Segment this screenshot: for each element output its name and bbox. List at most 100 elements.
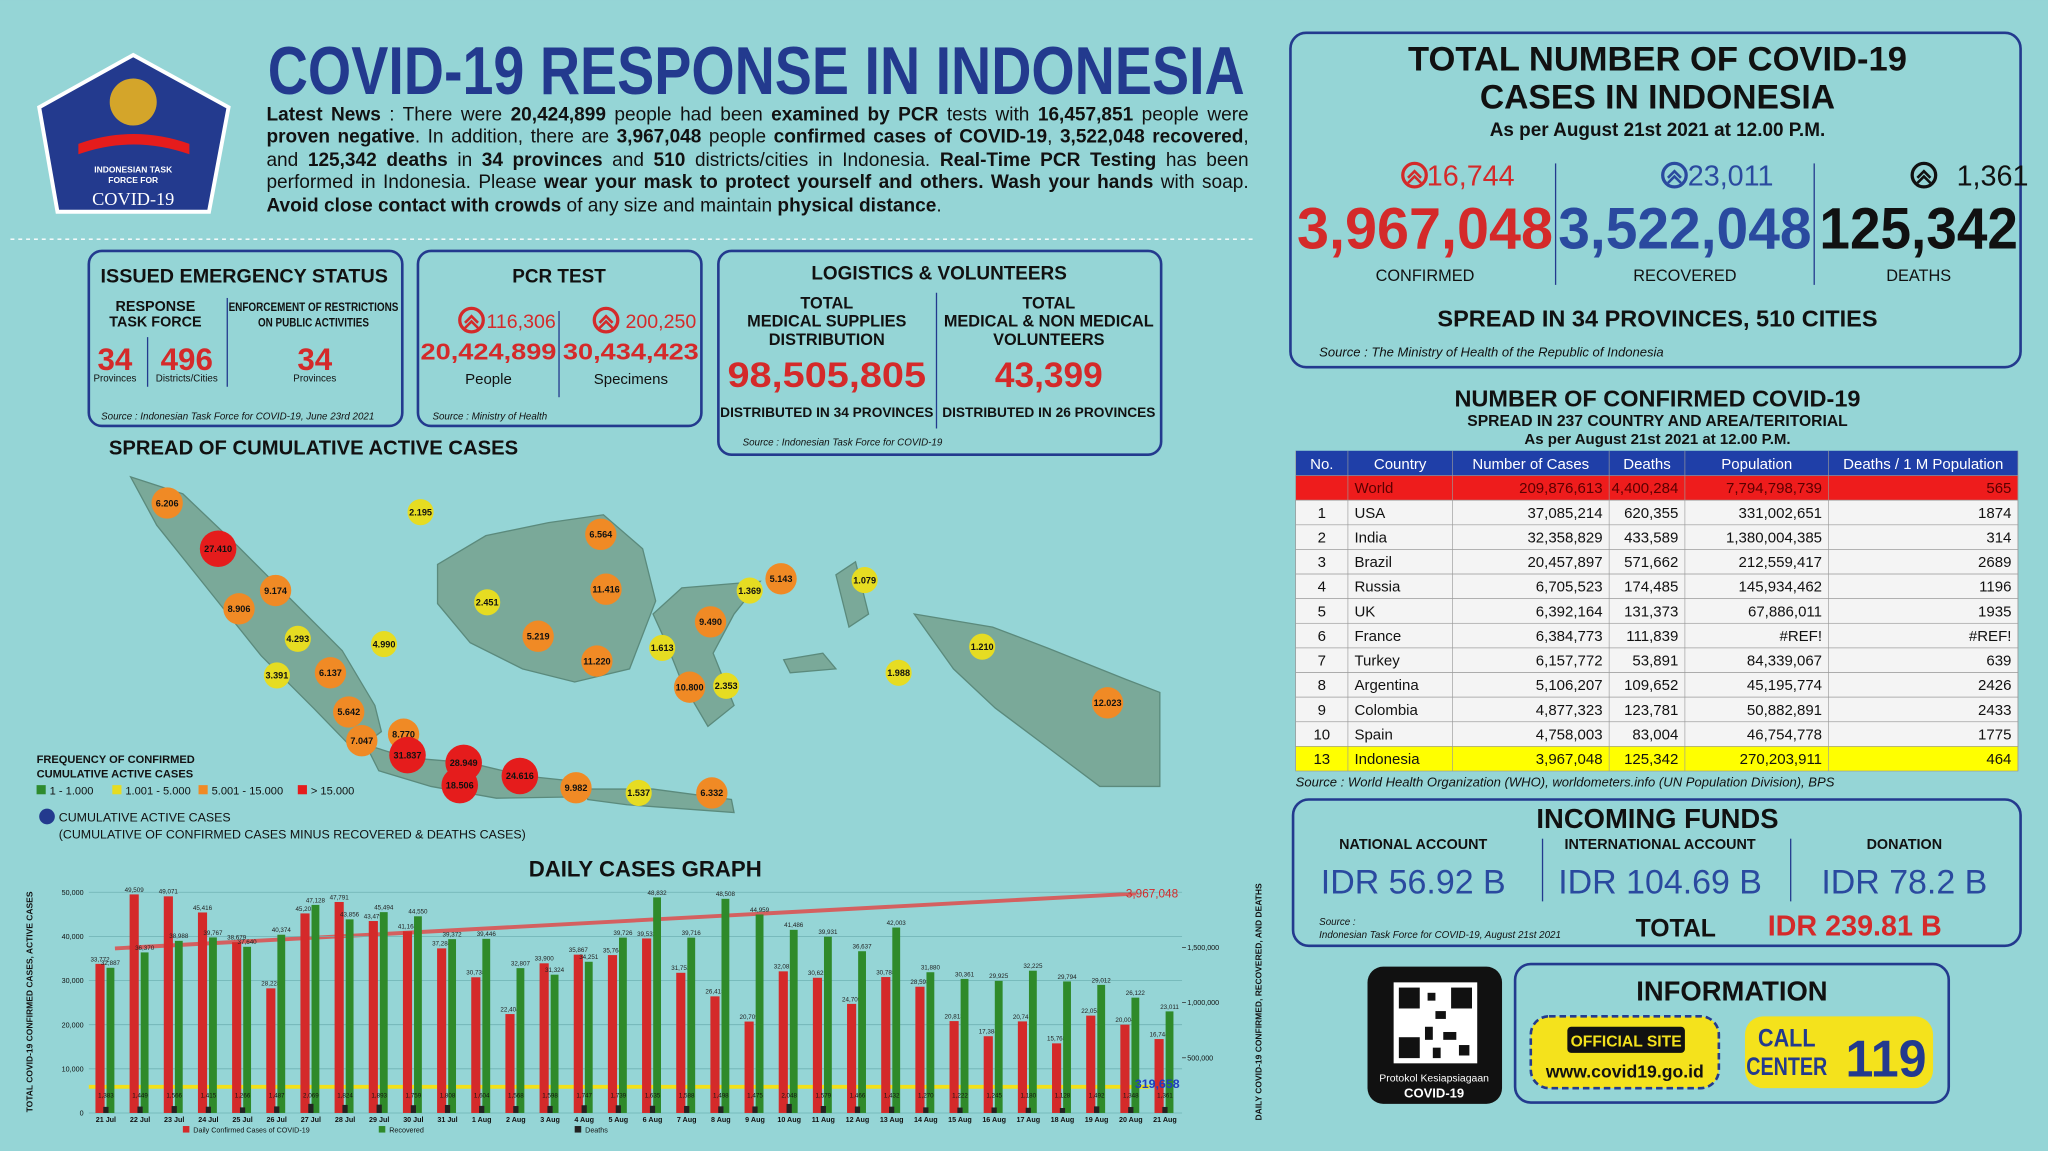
label: OFFICIAL SITE bbox=[1571, 1033, 1682, 1050]
label: People bbox=[465, 371, 512, 388]
y-tick-label: 50,000 bbox=[62, 889, 84, 897]
value-label: 1,759 bbox=[406, 1092, 422, 1099]
label: > 15.000 bbox=[311, 785, 355, 797]
label: 5.001 - 15.000 bbox=[212, 785, 284, 797]
news: Latest News : There were 20,424,899 peop… bbox=[266, 105, 1248, 219]
section-title: NUMBER OF CONFIRMED COVID-19 bbox=[1454, 385, 1860, 411]
call-badge[interactable] bbox=[1744, 1016, 1934, 1089]
bar bbox=[573, 954, 583, 1113]
value-label: 1,348 bbox=[1123, 1092, 1139, 1099]
value-label: 38,679 bbox=[227, 935, 247, 942]
map-bubble bbox=[694, 606, 727, 638]
bar bbox=[232, 942, 242, 1113]
bar bbox=[505, 1014, 515, 1113]
value-label: 1,739 bbox=[611, 1092, 627, 1099]
news-segment: Avoid close contact with crowds bbox=[266, 195, 562, 217]
news-segment: of any size and maintain bbox=[561, 195, 778, 217]
label: CUMULATIVE ACTIVE CASES bbox=[59, 811, 231, 825]
bar bbox=[334, 901, 344, 1113]
bar bbox=[847, 1003, 857, 1113]
bar bbox=[1063, 981, 1071, 1113]
value-label: 39,716 bbox=[682, 930, 702, 937]
label: 116,306 bbox=[486, 311, 555, 333]
x-tick-label: 26 Jul bbox=[267, 1116, 287, 1124]
bubble-label: 2.353 bbox=[715, 681, 738, 691]
news-segment: 510 bbox=[653, 150, 686, 172]
table-cell: France bbox=[1354, 628, 1401, 645]
bubble-label: 9.490 bbox=[699, 617, 722, 627]
bar bbox=[1154, 1039, 1164, 1113]
bar bbox=[786, 1103, 792, 1113]
axis-title: DAILY COVID-19 CONFIRMED, RECOVERED, AND… bbox=[1254, 883, 1264, 1121]
value-label: 28,228 bbox=[261, 981, 281, 988]
box-title: TOTAL NUMBER OF COVID-19 bbox=[1408, 41, 1907, 79]
bar bbox=[710, 996, 720, 1113]
x-tick-label: 22 Jul bbox=[130, 1116, 150, 1124]
label: DONATION bbox=[1867, 837, 1943, 853]
value-label: 1,492 bbox=[1089, 1092, 1105, 1099]
stat-value: 98,505,805 bbox=[728, 356, 927, 395]
bar bbox=[1086, 1015, 1096, 1113]
x-tick-label: 29 Jul bbox=[369, 1116, 389, 1124]
bubble-label: 6.564 bbox=[589, 530, 613, 540]
table-cell: 84,339,067 bbox=[1747, 653, 1822, 670]
bubble-label: 3.391 bbox=[265, 671, 288, 681]
value-label: 29,925 bbox=[989, 973, 1009, 980]
table-cell: 565 bbox=[1986, 480, 2011, 497]
label: 3,967,048 bbox=[1126, 887, 1179, 900]
x-tick-label: 6 Aug bbox=[643, 1116, 663, 1124]
value-label: 30,788 bbox=[876, 969, 896, 976]
x-tick-label: 10 Aug bbox=[777, 1116, 801, 1124]
value-label: 49,509 bbox=[125, 887, 145, 894]
bar bbox=[539, 963, 549, 1113]
table-cell: 639 bbox=[1986, 653, 2011, 670]
value-label: 44,959 bbox=[750, 907, 770, 914]
bar bbox=[1165, 1011, 1174, 1113]
y-tick-label: 0 bbox=[80, 1110, 84, 1118]
bar bbox=[892, 927, 901, 1113]
table-cell: India bbox=[1354, 529, 1387, 546]
bubble-label: 4.990 bbox=[373, 639, 396, 649]
stat-value: 3,967,048 bbox=[1297, 196, 1553, 261]
stat-value: 125,342 bbox=[1819, 196, 2018, 261]
y-tick-label: 30,000 bbox=[62, 977, 84, 985]
bar bbox=[414, 916, 422, 1113]
bar bbox=[402, 931, 413, 1113]
bar bbox=[1052, 1043, 1062, 1113]
map-bubble bbox=[346, 725, 378, 757]
table-header bbox=[1295, 450, 2018, 476]
news-segment: districts/cities in Indonesia. bbox=[685, 150, 940, 172]
label: Protokol Kesiapsiagaan bbox=[1379, 1074, 1489, 1085]
x-tick-label: 5 Aug bbox=[609, 1116, 629, 1124]
bar bbox=[137, 1106, 143, 1113]
legend-swatch bbox=[36, 785, 46, 795]
table-header-cell: No. bbox=[1310, 456, 1333, 473]
bar bbox=[607, 955, 618, 1113]
map-bubble bbox=[696, 777, 728, 809]
bar bbox=[308, 1103, 314, 1113]
news-text: Latest News : There were 20,424,899 peop… bbox=[266, 105, 1248, 219]
bar bbox=[277, 934, 286, 1113]
news-segment: 20,424,899 bbox=[510, 104, 606, 126]
bar bbox=[923, 1107, 929, 1113]
bubble-label: 10.800 bbox=[676, 682, 704, 692]
x-tick-label: 20 Aug bbox=[1119, 1116, 1143, 1124]
table-cell: 13 bbox=[1313, 751, 1330, 768]
legend-swatch bbox=[39, 808, 55, 825]
bar bbox=[410, 1105, 416, 1113]
value-label: 37,640 bbox=[238, 939, 258, 946]
bar bbox=[820, 1105, 826, 1113]
x-tick-label: 2 Aug bbox=[506, 1116, 526, 1124]
value-label: 1,498 bbox=[713, 1092, 729, 1099]
value-label: 39,532 bbox=[637, 931, 657, 938]
value-label: 17,384 bbox=[979, 1029, 999, 1036]
map-bubble bbox=[314, 657, 347, 689]
legend-label: Daily Confirmed Cases of COVID-19 bbox=[193, 1127, 309, 1135]
stat-value: 34 bbox=[297, 342, 332, 377]
value-label: 1,270 bbox=[918, 1092, 934, 1099]
news-segment: 16,457,851 bbox=[1037, 104, 1134, 126]
map-bubble bbox=[407, 499, 434, 526]
label: RESPONSE bbox=[116, 299, 196, 315]
bar bbox=[174, 940, 183, 1113]
